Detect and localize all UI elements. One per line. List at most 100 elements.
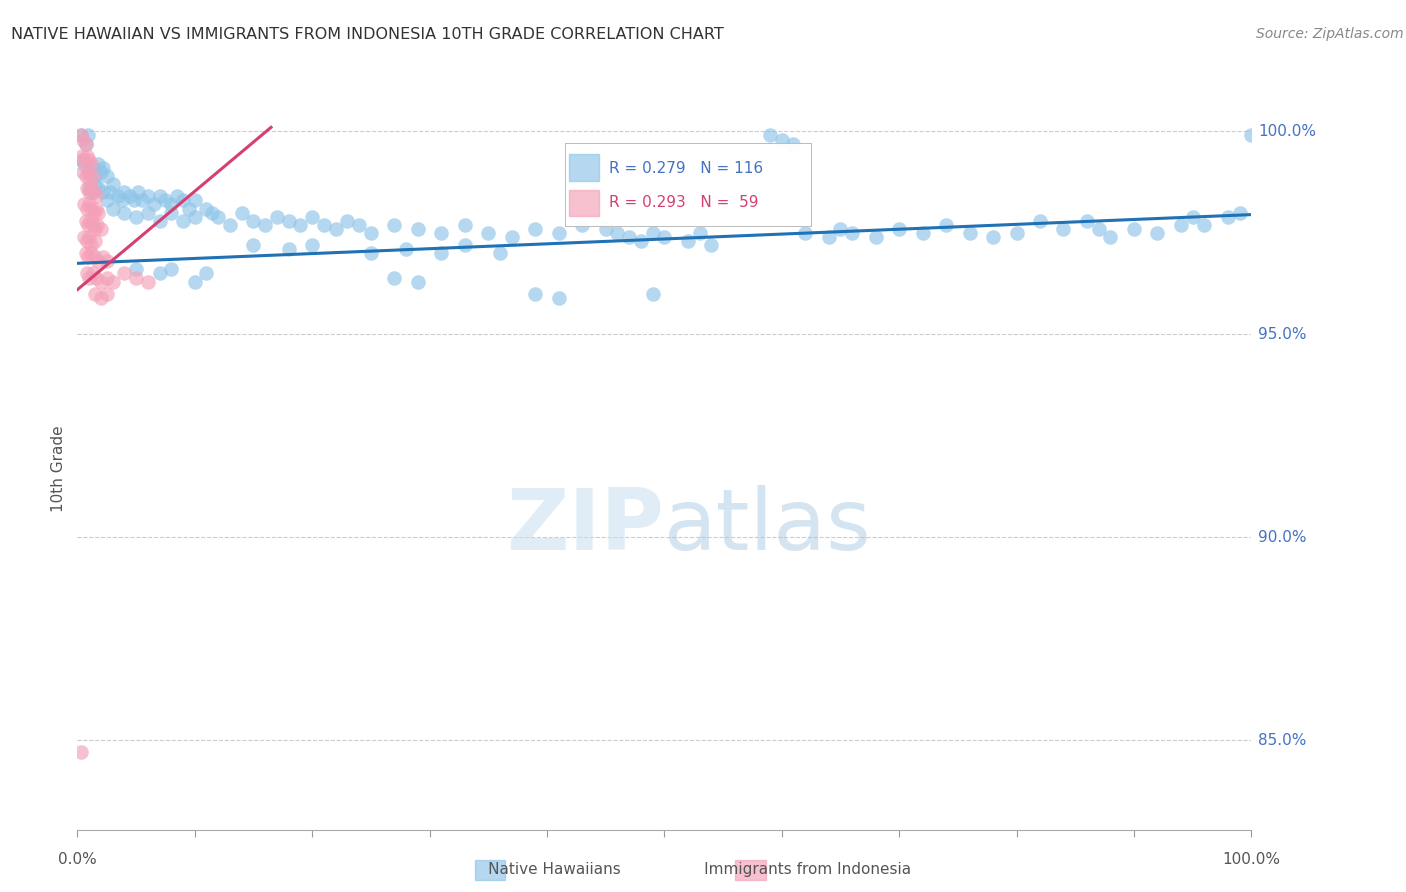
Point bbox=[91, 186, 114, 200]
Point bbox=[571, 218, 593, 232]
Point bbox=[77, 230, 100, 244]
Point bbox=[96, 194, 118, 208]
Point bbox=[524, 222, 547, 236]
Point bbox=[90, 291, 112, 305]
Point bbox=[112, 186, 135, 200]
Point bbox=[782, 136, 804, 151]
Point bbox=[301, 238, 323, 252]
Point bbox=[73, 153, 96, 167]
Point bbox=[80, 181, 103, 195]
Point bbox=[87, 181, 110, 195]
Point bbox=[90, 165, 112, 179]
Text: Source: ZipAtlas.com: Source: ZipAtlas.com bbox=[1256, 27, 1403, 41]
FancyBboxPatch shape bbox=[569, 190, 599, 216]
Point bbox=[219, 218, 242, 232]
Point bbox=[1194, 218, 1216, 232]
Point bbox=[1181, 210, 1204, 224]
Point bbox=[75, 136, 97, 151]
Point bbox=[1170, 218, 1192, 232]
Point bbox=[183, 275, 207, 289]
Point bbox=[689, 226, 711, 240]
Point bbox=[231, 205, 253, 219]
Point bbox=[80, 157, 103, 171]
Point bbox=[177, 202, 200, 216]
Text: 85.0%: 85.0% bbox=[1258, 732, 1306, 747]
Point bbox=[652, 230, 676, 244]
Point bbox=[172, 213, 194, 227]
Point bbox=[82, 161, 104, 175]
Point bbox=[630, 234, 652, 248]
Point bbox=[77, 128, 100, 143]
Point bbox=[641, 226, 664, 240]
Point bbox=[101, 202, 124, 216]
Point bbox=[84, 189, 107, 203]
Point bbox=[430, 246, 453, 260]
Point bbox=[301, 210, 323, 224]
Y-axis label: 10th Grade: 10th Grade bbox=[51, 425, 66, 512]
Point bbox=[382, 218, 405, 232]
Point bbox=[136, 205, 159, 219]
Point bbox=[90, 222, 112, 236]
Point bbox=[77, 181, 100, 195]
Point bbox=[79, 213, 101, 227]
Point bbox=[865, 230, 887, 244]
Point bbox=[76, 202, 98, 216]
Point bbox=[84, 286, 107, 301]
Point bbox=[75, 246, 97, 260]
Point bbox=[981, 230, 1004, 244]
Point bbox=[112, 205, 135, 219]
Point bbox=[84, 270, 107, 285]
Point bbox=[1005, 226, 1028, 240]
Point bbox=[72, 132, 94, 146]
Point bbox=[524, 286, 547, 301]
Point bbox=[75, 213, 97, 227]
Point bbox=[90, 275, 112, 289]
Point bbox=[794, 226, 817, 240]
Point bbox=[70, 153, 93, 167]
Point bbox=[73, 197, 96, 211]
Point bbox=[70, 128, 93, 143]
Point bbox=[547, 291, 569, 305]
Point bbox=[935, 218, 957, 232]
Point bbox=[595, 222, 617, 236]
Point bbox=[76, 234, 98, 248]
Point bbox=[101, 275, 124, 289]
Point bbox=[77, 186, 100, 200]
Point bbox=[86, 218, 108, 232]
Point bbox=[101, 177, 124, 191]
Point bbox=[277, 213, 299, 227]
Point bbox=[70, 128, 93, 143]
Point bbox=[325, 222, 347, 236]
Text: 100.0%: 100.0% bbox=[1258, 124, 1316, 139]
Point bbox=[207, 210, 229, 224]
Point bbox=[172, 194, 194, 208]
Point bbox=[125, 270, 148, 285]
Point bbox=[127, 186, 149, 200]
Point bbox=[160, 205, 183, 219]
Point bbox=[242, 238, 264, 252]
Point bbox=[889, 222, 911, 236]
Text: 95.0%: 95.0% bbox=[1258, 326, 1306, 342]
Point bbox=[266, 210, 288, 224]
Point bbox=[77, 165, 100, 179]
Point bbox=[1052, 222, 1074, 236]
Point bbox=[76, 149, 98, 163]
Point bbox=[84, 202, 107, 216]
Point bbox=[87, 254, 110, 268]
Point bbox=[160, 197, 183, 211]
Point bbox=[82, 218, 104, 232]
Point bbox=[82, 169, 104, 183]
Point bbox=[360, 226, 382, 240]
Point bbox=[79, 173, 101, 187]
Point bbox=[312, 218, 335, 232]
Point bbox=[336, 213, 359, 227]
Point bbox=[830, 222, 852, 236]
Point bbox=[120, 189, 142, 203]
Point bbox=[76, 181, 98, 195]
Point bbox=[395, 242, 418, 256]
Point bbox=[1122, 222, 1144, 236]
Point bbox=[82, 267, 104, 281]
Point bbox=[477, 226, 499, 240]
Point bbox=[142, 197, 165, 211]
Text: NATIVE HAWAIIAN VS IMMIGRANTS FROM INDONESIA 10TH GRADE CORRELATION CHART: NATIVE HAWAIIAN VS IMMIGRANTS FROM INDON… bbox=[11, 27, 724, 42]
